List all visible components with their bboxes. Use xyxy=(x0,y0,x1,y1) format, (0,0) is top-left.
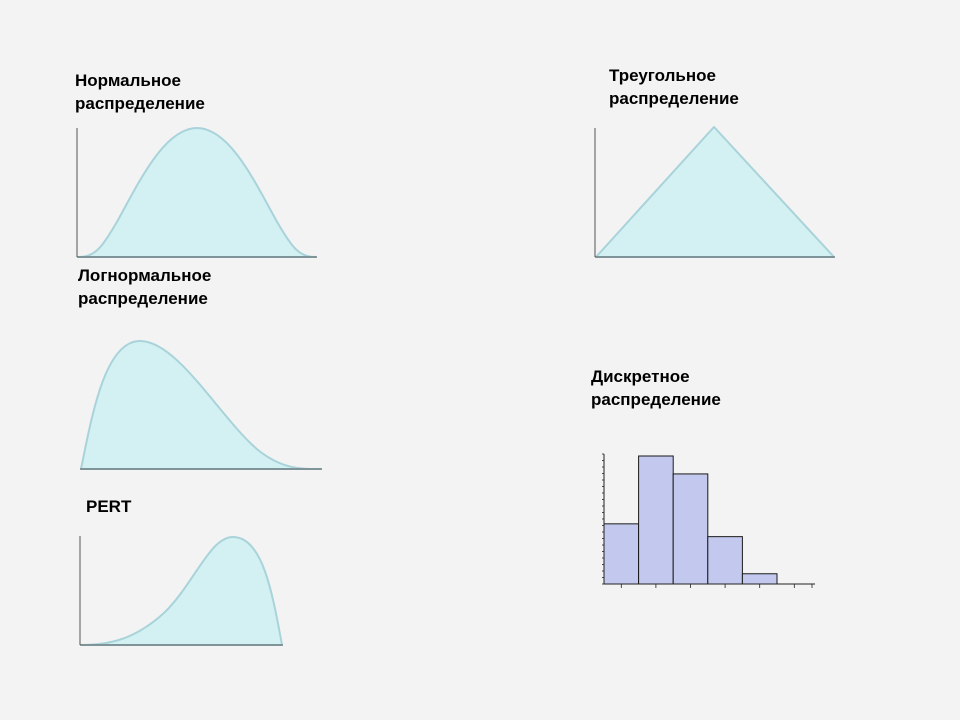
discrete-bar xyxy=(638,455,674,585)
discrete-distribution-chart xyxy=(602,453,815,588)
discrete-label-line2: распределение xyxy=(591,390,721,409)
normal-distribution-chart xyxy=(76,127,317,258)
normal-label-line2: распределение xyxy=(75,94,205,113)
discrete-bar xyxy=(603,523,640,585)
normal-label-line1: Нормальное xyxy=(75,71,181,90)
discrete-label-line1: Дискретное xyxy=(591,367,690,386)
lognormal-distribution-chart xyxy=(80,340,322,471)
triangular-label-line2: распределение xyxy=(609,89,739,108)
pert-distribution-chart xyxy=(79,536,283,646)
triangular-distribution-label: Треугольное распределение xyxy=(609,64,739,110)
pert-distribution-label: PERT xyxy=(86,495,131,518)
pert-curve xyxy=(80,536,283,646)
discrete-bar xyxy=(707,536,743,585)
discrete-bar xyxy=(672,473,709,585)
discrete-distribution-label: Дискретное распределение xyxy=(591,365,721,411)
normal-curve xyxy=(77,127,317,258)
lognormal-label-line2: распределение xyxy=(78,289,208,308)
lognormal-distribution-label: Логнормальное распределение xyxy=(78,264,211,310)
triangular-label-line1: Треугольное xyxy=(609,66,716,85)
triangular-curve xyxy=(595,126,835,258)
pert-label-line1: PERT xyxy=(86,497,132,516)
normal-distribution-label: Нормальное распределение xyxy=(75,69,205,115)
lognormal-curve xyxy=(80,340,322,471)
lognormal-label-line1: Логнормальное xyxy=(78,266,212,285)
triangular-distribution-chart xyxy=(594,126,835,258)
discrete-bar xyxy=(741,573,778,585)
